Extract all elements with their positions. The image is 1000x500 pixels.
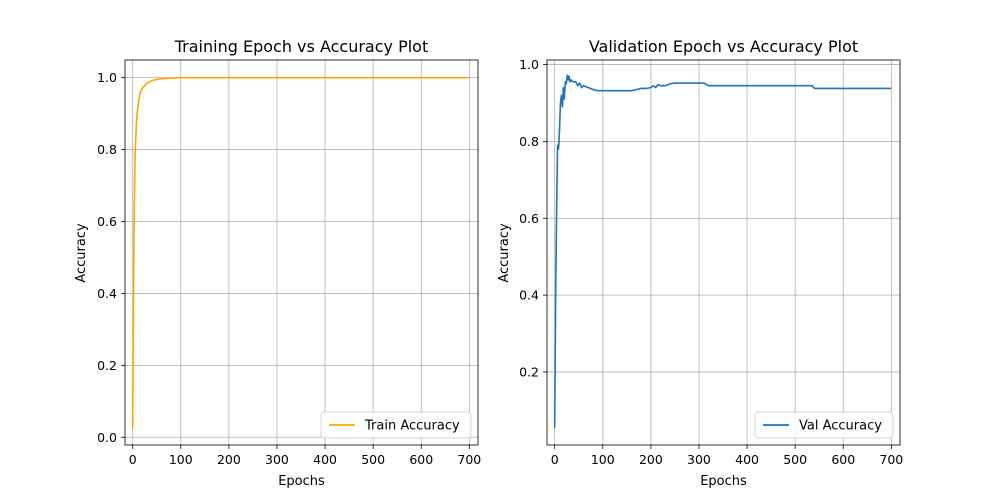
x-tick-label: 600 [409, 452, 433, 467]
series-line-train-accuracy [131, 76, 470, 428]
x-axis-label: Epochs [278, 474, 325, 489]
y-tick-label: 1.0 [519, 57, 539, 72]
y-tick-label: 0.0 [97, 430, 117, 445]
y-tick-label: 0.8 [519, 134, 539, 149]
legend-box [320, 411, 472, 439]
x-tick-label: 200 [217, 452, 241, 467]
y-tick-label: 0.8 [97, 142, 117, 157]
x-tick-label: 100 [591, 452, 615, 467]
y-tick-label: 1.0 [97, 70, 117, 85]
y-tick-label: 0.2 [97, 358, 117, 373]
training-accuracy-chart: Training Epoch vs Accuracy Plot Epochs A… [74, 37, 481, 489]
x-tick-label: 700 [879, 452, 903, 467]
validation-accuracy-chart: Validation Epoch vs Accuracy Plot Epochs… [497, 37, 903, 489]
chart-title: Validation Epoch vs Accuracy Plot [589, 37, 858, 56]
y-axis-label: Accuracy [74, 223, 89, 283]
chart-title: Training Epoch vs Accuracy Plot [174, 37, 428, 56]
x-tick-label: 500 [361, 452, 385, 467]
x-tick-label: 300 [265, 452, 289, 467]
x-tick-label: 400 [313, 452, 337, 467]
x-tick-label: 300 [687, 452, 711, 467]
legend-label: Val Accuracy [799, 419, 882, 434]
legend-label: Train Accuracy [364, 419, 460, 434]
y-axis-label: Accuracy [497, 223, 512, 283]
legend: Val Accuracy [754, 411, 894, 439]
plot-frame [124, 59, 479, 446]
series-line-val-accuracy [553, 74, 892, 428]
y-tick-label: 0.6 [97, 214, 117, 229]
y-tick-label: 0.2 [519, 364, 539, 379]
legend-box [754, 411, 894, 439]
x-tick-label: 700 [457, 452, 481, 467]
plot-frame [546, 59, 901, 446]
y-tick-label: 0.4 [97, 286, 117, 301]
legend: Train Accuracy [320, 411, 472, 439]
x-axis-label: Epochs [700, 474, 747, 489]
x-tick-label: 500 [783, 452, 807, 467]
x-tick-label: 200 [639, 452, 663, 467]
y-tick-label: 0.4 [519, 288, 539, 303]
x-tick-label: 0 [551, 452, 559, 467]
y-tick-label: 0.6 [519, 211, 539, 226]
x-tick-label: 0 [129, 452, 137, 467]
x-tick-label: 600 [831, 452, 855, 467]
x-tick-label: 100 [169, 452, 193, 467]
x-tick-label: 400 [735, 452, 759, 467]
